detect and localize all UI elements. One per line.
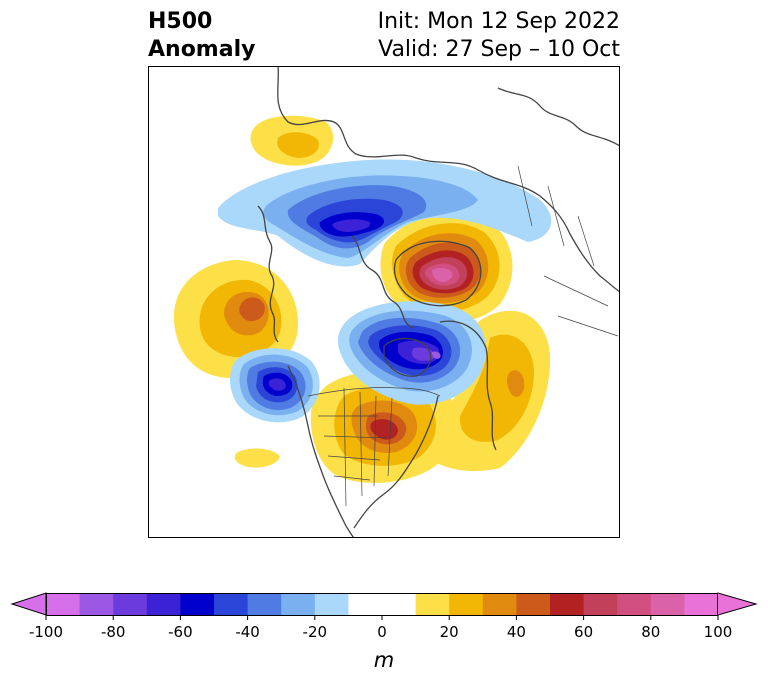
colorbar-unit: m — [374, 648, 394, 672]
init-date: Init: Mon 12 Sep 2022 — [377, 9, 620, 34]
colorbar-swatch — [113, 593, 148, 615]
colorbar-tick-label: 100 — [704, 623, 733, 641]
colorbar-swatch — [617, 593, 652, 615]
colorbar-tick-label: -60 — [168, 623, 193, 641]
colorbar-swatch — [583, 593, 618, 615]
colorbar-swatch — [482, 593, 517, 615]
colorbar-swatch — [146, 593, 181, 615]
colorbar-tick-label: 20 — [440, 623, 459, 641]
colorbar-tick-label: -80 — [101, 623, 126, 641]
map-subtitle: Init: Mon 12 Sep 2022 Valid: 27 Sep – 10… — [378, 8, 620, 64]
colorbar-over-extension — [717, 592, 758, 616]
colorbar-tick-label: -20 — [303, 623, 328, 641]
north-pacific-ridge — [173, 260, 299, 378]
colorbar-tick-label: -40 — [235, 623, 260, 641]
colorbar-swatch — [449, 593, 484, 615]
colorbar-swatch — [214, 593, 249, 615]
colorbar-tick-label: -100 — [29, 623, 63, 641]
colorbar-swatch — [247, 593, 282, 615]
scandinavia-trough — [337, 301, 487, 405]
colorbar-swatch — [348, 593, 417, 615]
colorbar-swatch — [550, 593, 585, 615]
colorbar-tick-label: 40 — [507, 623, 526, 641]
colorbar-tick-label: 80 — [641, 623, 660, 641]
title-line-1: H500 — [148, 9, 213, 34]
colorbar-swatch — [684, 593, 719, 615]
east-siberia-ridge — [250, 115, 334, 166]
coastlines — [257, 66, 620, 538]
greenland-arctic-high — [380, 212, 513, 323]
valid-range: Valid: 27 Sep – 10 Oct — [378, 37, 620, 62]
colorbar-swatches — [10, 592, 758, 616]
colorbar-under-extension — [10, 592, 47, 616]
colorbar-tick-label: 0 — [377, 623, 387, 641]
colorbar: -100 -80 -60 -40 -20 0 20 40 60 80 100 m — [10, 592, 758, 672]
colorbar-swatch — [46, 593, 81, 615]
anomaly-map — [148, 66, 620, 538]
colorbar-swatch — [180, 593, 215, 615]
gulf-of-alaska-trough — [230, 348, 320, 423]
siberian-trough — [218, 159, 552, 267]
colorbar-swatch — [415, 593, 450, 615]
colorbar-swatch — [79, 593, 114, 615]
colorbar-swatch — [516, 593, 551, 615]
colorbar-swatch — [314, 593, 349, 615]
colorbar-tick-label: 60 — [574, 623, 593, 641]
colorbar-swatch — [650, 593, 685, 615]
map-title: H500 Anomaly — [148, 8, 255, 64]
colorbar-swatch — [281, 593, 316, 615]
colorbar-ticks: -100 -80 -60 -40 -20 0 20 40 60 80 100 — [29, 615, 732, 641]
title-line-2: Anomaly — [148, 37, 256, 62]
